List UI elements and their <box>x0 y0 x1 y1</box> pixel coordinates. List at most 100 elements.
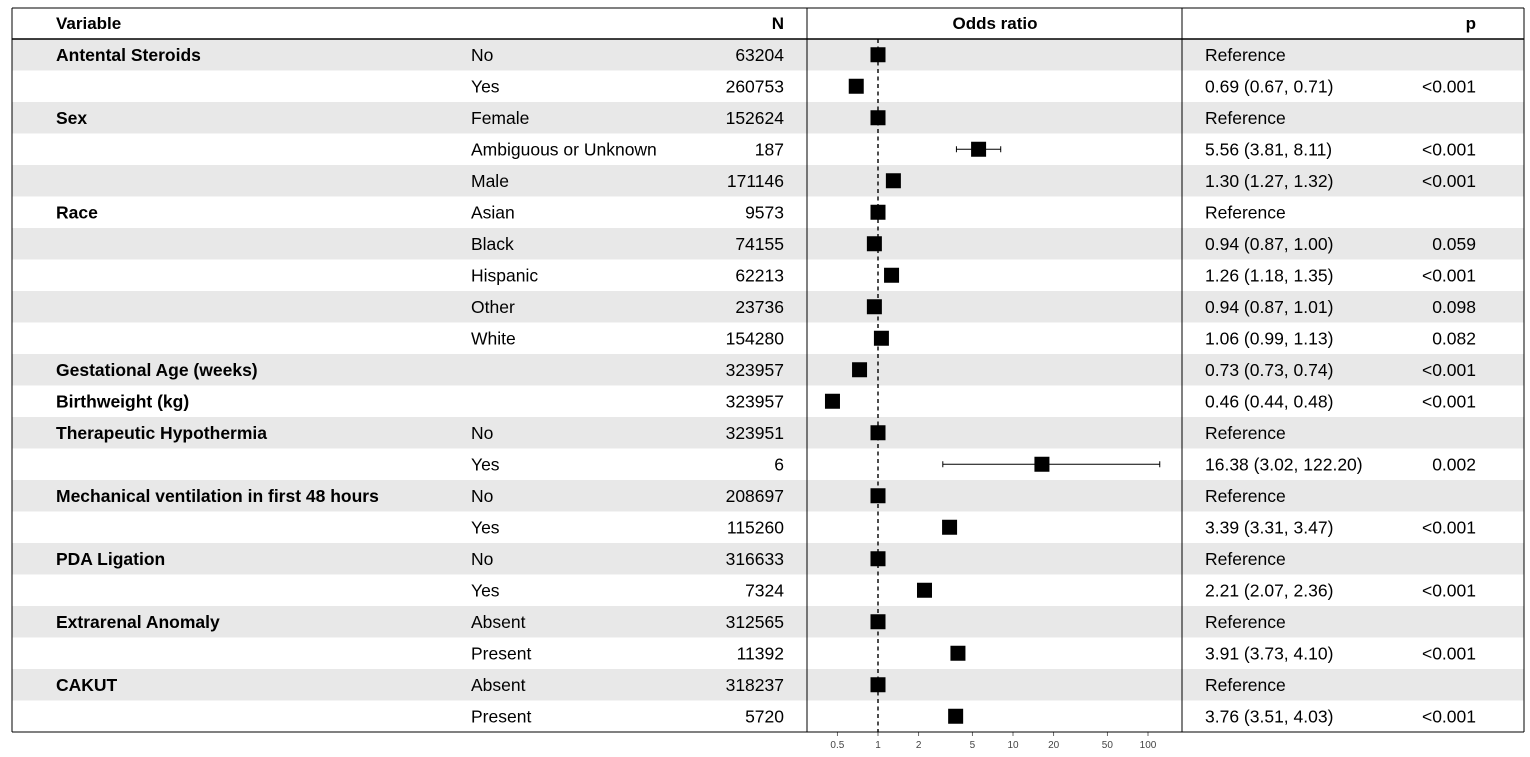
or-marker <box>1034 456 1050 472</box>
cell-estimate: Reference <box>1205 675 1286 695</box>
cell-n: 312565 <box>726 612 784 632</box>
row-stripe <box>12 165 1524 197</box>
cell-n: 187 <box>755 139 784 159</box>
table-rows: Antental Steroids No 63204 Reference Yes 2607… <box>56 45 1476 727</box>
x-tick-label: 50 <box>1102 740 1114 751</box>
cell-n: 154280 <box>726 328 785 348</box>
row-stripe <box>12 39 1524 71</box>
row-stripe <box>12 669 1524 701</box>
cell-level: Absent <box>471 675 526 695</box>
row-stripe <box>12 228 1524 260</box>
cell-estimate: 16.38 (3.02, 122.20) <box>1205 454 1363 474</box>
cell-variable: Sex <box>56 108 87 128</box>
cell-variable: Race <box>56 202 98 222</box>
cell-level: No <box>471 423 493 443</box>
cell-level: Present <box>471 643 531 663</box>
cell-estimate: Reference <box>1205 45 1286 65</box>
cell-level: Asian <box>471 202 515 222</box>
or-marker <box>873 330 889 346</box>
cell-p: <0.001 <box>1422 139 1476 159</box>
cell-level: Yes <box>471 517 500 537</box>
cell-p: 0.082 <box>1432 328 1476 348</box>
header-odds-ratio: Odds ratio <box>952 14 1037 33</box>
cell-variable: PDA Ligation <box>56 549 165 569</box>
cell-variable: CAKUT <box>56 675 118 695</box>
cell-n: 115260 <box>727 517 784 537</box>
cell-level: Ambiguous or Unknown <box>471 139 657 159</box>
or-marker <box>948 708 964 724</box>
or-marker <box>942 519 958 535</box>
row-stripe <box>12 417 1524 449</box>
cell-variable: Birthweight (kg) <box>56 391 189 411</box>
cell-estimate: Reference <box>1205 612 1286 632</box>
or-marker <box>870 614 886 630</box>
cell-estimate: 0.94 (0.87, 1.01) <box>1205 297 1333 317</box>
cell-level: No <box>471 486 493 506</box>
x-tick-label: 10 <box>1007 740 1019 751</box>
cell-n: 11392 <box>737 643 784 663</box>
cell-level: No <box>471 549 493 569</box>
or-marker <box>866 236 882 252</box>
cell-n: 316633 <box>726 549 784 569</box>
or-marker <box>885 173 901 189</box>
cell-n: 9573 <box>745 202 784 222</box>
or-marker <box>971 141 987 157</box>
cell-level: Present <box>471 706 531 726</box>
or-marker <box>950 645 966 661</box>
cell-level: Yes <box>471 76 500 96</box>
cell-estimate: 5.56 (3.81, 8.11) <box>1205 139 1332 159</box>
x-tick-label: 0.5 <box>830 740 844 751</box>
cell-p: 0.002 <box>1432 454 1476 474</box>
cell-p: <0.001 <box>1422 643 1476 663</box>
cell-variable: Therapeutic Hypothermia <box>56 423 267 443</box>
x-tick-label: 1 <box>875 740 881 751</box>
cell-level: Black <box>471 234 514 254</box>
cell-n: 323957 <box>726 391 784 411</box>
x-tick-label: 20 <box>1048 740 1060 751</box>
cell-p: <0.001 <box>1422 76 1476 96</box>
cell-estimate: 1.26 (1.18, 1.35) <box>1205 265 1333 285</box>
cell-n: 152624 <box>726 108 785 128</box>
cell-estimate: 2.21 (2.07, 2.36) <box>1205 580 1333 600</box>
cell-variable: Gestational Age (weeks) <box>56 360 258 380</box>
cell-p: <0.001 <box>1422 391 1476 411</box>
cell-n: 318237 <box>726 675 784 695</box>
cell-n: 323957 <box>726 360 784 380</box>
row-stripe <box>12 480 1524 512</box>
cell-level: Other <box>471 297 515 317</box>
cell-estimate: 1.06 (0.99, 1.13) <box>1205 328 1333 348</box>
x-tick-label: 100 <box>1140 740 1157 751</box>
x-tick-label: 2 <box>916 740 922 751</box>
cell-level: Absent <box>471 612 526 632</box>
cell-estimate: Reference <box>1205 423 1286 443</box>
or-marker <box>824 393 840 409</box>
or-marker <box>866 299 882 315</box>
x-axis: 0.5 1 2 5 10 20 50 100 <box>830 732 1157 751</box>
cell-n: 23736 <box>735 297 784 317</box>
cell-n: 208697 <box>726 486 784 506</box>
cell-level: White <box>471 328 516 348</box>
cell-n: 5720 <box>745 706 784 726</box>
row-stripe <box>12 606 1524 638</box>
cell-variable: Mechanical ventilation in first 48 hours <box>56 486 379 506</box>
cell-estimate: Reference <box>1205 549 1286 569</box>
cell-p: 0.098 <box>1432 297 1476 317</box>
cell-estimate: 0.46 (0.44, 0.48) <box>1205 391 1333 411</box>
row-stripe <box>12 354 1524 386</box>
cell-variable: Extrarenal Anomaly <box>56 612 220 632</box>
cell-level: Yes <box>471 580 500 600</box>
cell-level: Female <box>471 108 529 128</box>
cell-estimate: Reference <box>1205 202 1286 222</box>
or-marker <box>916 582 932 598</box>
cell-estimate: 3.39 (3.31, 3.47) <box>1205 517 1333 537</box>
row-stripe <box>12 543 1524 575</box>
or-marker <box>884 267 900 283</box>
cell-estimate: 3.76 (3.51, 4.03) <box>1205 706 1333 726</box>
cell-level: Hispanic <box>471 265 538 285</box>
cell-p: <0.001 <box>1422 171 1476 191</box>
cell-p: <0.001 <box>1422 265 1476 285</box>
row-stripe <box>12 102 1524 134</box>
cell-n: 62213 <box>735 265 784 285</box>
or-marker <box>852 362 868 378</box>
